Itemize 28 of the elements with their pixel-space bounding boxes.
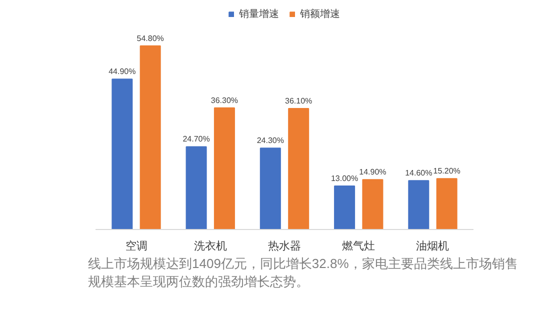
data-label: 36.30% [210,96,238,105]
x-tick-label: 空调 [125,240,148,252]
bar [214,107,235,230]
data-label: 36.10% [285,96,312,106]
legend-label: 销额增速 [300,8,340,21]
bar [288,108,310,230]
data-label: 14.90% [359,168,386,177]
legend-label: 销量增速 [239,8,279,21]
bar [408,180,430,230]
bar [186,146,207,230]
data-label: 24.70% [182,134,210,144]
bar [362,179,384,230]
x-tick-label: 油烟机 [416,240,450,252]
bar [112,78,133,230]
data-label: 15.20% [433,166,460,176]
data-label: 13.00% [330,174,358,183]
bar [436,178,458,230]
x-tick-label: 热水器 [268,240,301,252]
data-label: 44.90% [108,67,136,76]
bar [140,45,161,230]
bar [260,148,281,230]
data-label: 24.30% [256,136,284,146]
bar [334,185,356,230]
x-tick-label: 燃气灶 [342,240,376,252]
x-tick-label: 洗衣机 [194,240,227,252]
data-label: 54.80% [136,34,164,43]
data-label: 14.60% [405,168,432,178]
text: 线上市场规模达到1409亿元，同比增长32.8%，家电主要品类线上市场销售规模基本呈现两位数的强劲增长态势。 [88,255,518,292]
